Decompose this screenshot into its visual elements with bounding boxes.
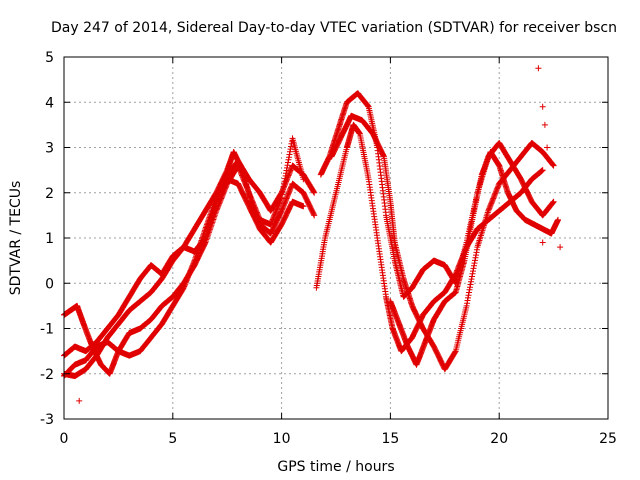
data-point: [76, 397, 83, 404]
x-tick-label: 5: [168, 431, 177, 447]
y-tick-label: -3: [40, 412, 54, 428]
x-axis-label: GPS time / hours: [277, 459, 394, 475]
y-tick-label: -1: [40, 322, 54, 338]
y-tick-label: 4: [45, 95, 54, 111]
y-tick-label: 3: [45, 141, 54, 157]
y-tick-label: -2: [40, 367, 54, 383]
data-point: [539, 239, 546, 246]
y-tick-label: 5: [45, 50, 54, 66]
data-point: [544, 144, 551, 151]
data-point: [311, 212, 318, 219]
grid: [64, 57, 608, 419]
data-point: [535, 65, 542, 72]
y-tick-labels: -3 -2 -1 0 1 2 3 4 5: [40, 50, 54, 428]
data-point: [300, 176, 307, 183]
y-tick-label: 1: [45, 231, 54, 247]
data-points: [61, 65, 564, 404]
data-point: [539, 167, 546, 174]
x-tick-label: 20: [490, 431, 508, 447]
x-tick-label: 10: [273, 431, 291, 447]
data-point: [311, 189, 318, 196]
chart-title: Day 247 of 2014, Sidereal Day-to-day VTE…: [51, 20, 617, 36]
x-tick-labels: 0 5 10 15 20 25: [60, 431, 617, 447]
y-tick-label: 2: [45, 186, 54, 202]
x-tick-label: 25: [599, 431, 617, 447]
data-point: [541, 121, 548, 128]
data-point: [539, 103, 546, 110]
x-tick-label: 15: [381, 431, 399, 447]
y-tick-label: 0: [45, 276, 54, 292]
data-point: [557, 244, 564, 251]
y-axis-label: SDTVAR / TECUs: [8, 181, 24, 296]
x-tick-label: 0: [60, 431, 69, 447]
data-point: [300, 203, 307, 210]
